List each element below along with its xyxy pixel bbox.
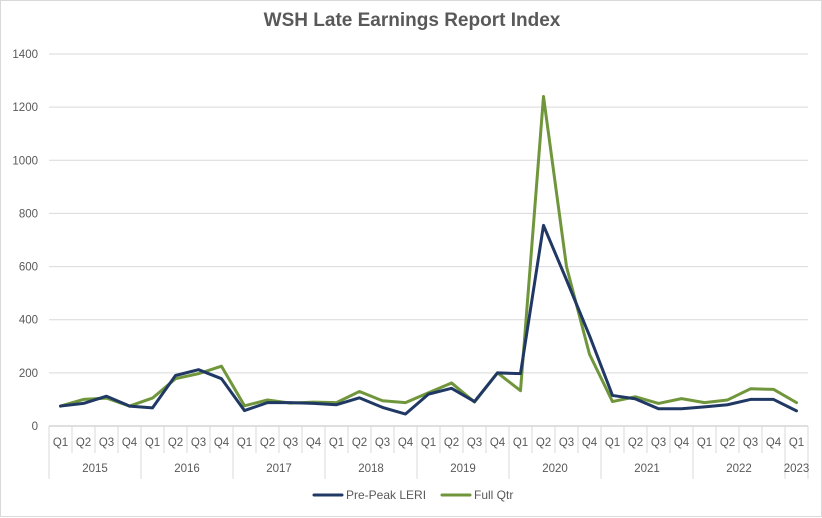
y-tick-label: 1200 [12,102,38,114]
x-tick-label: Q2 [536,437,551,449]
x-tick-label: Q1 [697,437,712,449]
x-tick-label: Q4 [766,437,782,449]
x-tick-label: Q2 [444,437,459,449]
x-tick-label: Q1 [145,437,160,449]
x-year-label: 2020 [542,463,568,475]
x-year-label: 2018 [358,463,384,475]
x-tick-label: Q2 [168,437,183,449]
y-tick-label: 1400 [12,49,38,61]
x-tick-label: Q1 [605,437,620,449]
y-tick-label: 600 [19,262,38,274]
x-tick-label: Q4 [122,437,138,449]
x-tick-label: Q4 [674,437,690,449]
x-tick-label: Q2 [76,437,91,449]
y-tick-label: 400 [19,315,38,327]
series-line-full-qtr [59,95,798,408]
x-year-label: 2015 [82,463,108,475]
x-year-label: 2017 [266,463,292,475]
y-tick-label: 0 [32,421,38,433]
x-year-label: 2023 [784,463,810,475]
x-year-label: 2019 [450,463,476,475]
x-tick-label: Q4 [398,437,414,449]
legend-label: Full Qtr [474,488,513,502]
x-tick-label: Q4 [214,437,230,449]
x-tick-label: Q1 [237,437,252,449]
x-year-label: 2016 [174,463,200,475]
y-tick-label: 1000 [12,155,38,167]
x-year-label: 2021 [634,463,660,475]
x-tick-label: Q3 [743,437,758,449]
chart-title: WSH Late Earnings Report Index [263,10,561,31]
x-tick-label: Q4 [306,437,322,449]
legend-label: Pre-Peak LERI [346,488,426,502]
x-tick-label: Q4 [582,437,598,449]
x-tick-label: Q1 [789,437,804,449]
x-tick-label: Q2 [260,437,275,449]
x-tick-label: Q2 [352,437,367,449]
x-tick-label: Q4 [490,437,506,449]
x-tick-label: Q3 [375,437,390,449]
x-tick-label: Q3 [191,437,206,449]
x-tick-label: Q3 [283,437,298,449]
x-tick-label: Q3 [651,437,666,449]
x-tick-label: Q1 [421,437,436,449]
x-tick-label: Q1 [513,437,528,449]
x-tick-label: Q3 [99,437,114,449]
y-tick-label: 200 [19,368,38,380]
x-tick-label: Q3 [467,437,482,449]
x-tick-label: Q2 [720,437,735,449]
x-tick-label: Q3 [559,437,574,449]
x-tick-label: Q2 [628,437,643,449]
y-tick-label: 800 [19,208,38,220]
x-tick-label: Q1 [329,437,344,449]
series-line-pre-peak-leri [59,223,798,416]
x-year-label: 2022 [726,463,752,475]
x-tick-label: Q1 [53,437,68,449]
